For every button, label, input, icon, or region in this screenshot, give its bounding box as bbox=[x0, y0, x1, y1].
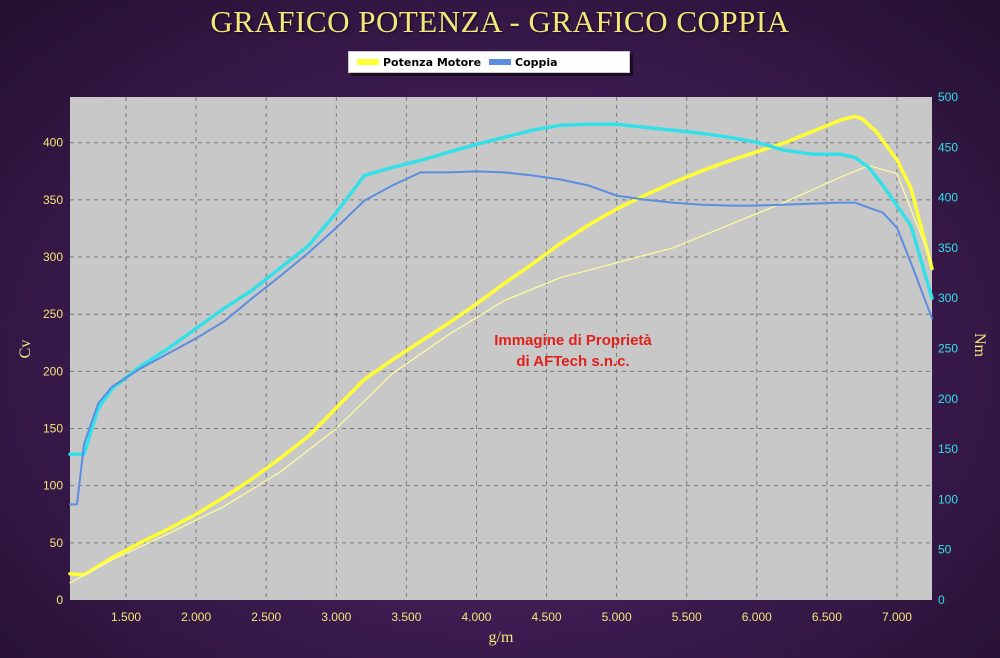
watermark-line-2: di AFTech s.n.c. bbox=[516, 353, 629, 370]
y-right-tick-label: 400 bbox=[938, 191, 958, 205]
legend-swatch-torque bbox=[489, 59, 512, 65]
y-right-tick-label: 0 bbox=[938, 593, 945, 607]
y-left-tick-label: 50 bbox=[50, 536, 64, 550]
chart-series bbox=[68, 114, 934, 584]
x-tick-label: 6.000 bbox=[742, 610, 772, 624]
x-tick-label: 2.500 bbox=[251, 610, 281, 624]
y-right-tick-label: 450 bbox=[938, 140, 958, 154]
x-tick-label: 2.000 bbox=[181, 610, 211, 624]
y-right-tick-label: 100 bbox=[938, 492, 958, 506]
y-right-tick-label: 150 bbox=[938, 442, 958, 456]
series-line-2 bbox=[68, 122, 934, 456]
chart-title: GRAFICO POTENZA - GRAFICO COPPIA bbox=[210, 4, 790, 39]
y-right-tick-label: 350 bbox=[938, 241, 958, 255]
y-left-tick-label: 200 bbox=[43, 364, 63, 378]
watermark-line-1: Immagine di Proprietà bbox=[494, 332, 652, 349]
legend-label-power: Potenza Motore bbox=[383, 55, 482, 69]
legend-swatch-power bbox=[357, 59, 379, 65]
y-axis-title-left: Cv bbox=[17, 340, 34, 359]
x-tick-label: 5.500 bbox=[672, 610, 702, 624]
series-line-0 bbox=[68, 114, 934, 577]
y-left-tick-label: 100 bbox=[43, 479, 63, 493]
y-left-tick-label: 350 bbox=[43, 193, 63, 207]
x-tick-label: 6.500 bbox=[812, 610, 842, 624]
x-tick-label: 5.000 bbox=[602, 610, 632, 624]
x-tick-label: 4.000 bbox=[461, 610, 491, 624]
y-left-tick-label: 300 bbox=[43, 250, 63, 264]
x-tick-label: 1.500 bbox=[111, 610, 141, 624]
y-left-tick-label: 250 bbox=[43, 307, 63, 321]
chart-legend: Potenza Motore Coppia bbox=[348, 51, 630, 73]
legend-label-torque: Coppia bbox=[515, 55, 558, 69]
grid-lines bbox=[70, 97, 932, 600]
y-left-tick-label: 0 bbox=[56, 593, 63, 607]
y-axis-title-right: Nm bbox=[971, 333, 988, 358]
y-right-tick-label: 200 bbox=[938, 392, 958, 406]
y-right-tick-label: 250 bbox=[938, 342, 958, 356]
y-right-tick-label: 500 bbox=[938, 90, 958, 104]
series-line-3 bbox=[69, 170, 933, 506]
axis-ticks: 0 50 100 150 200 250 300 350 400 0 50 100 150 200 250 3… bbox=[43, 90, 958, 624]
y-right-tick-label: 300 bbox=[938, 291, 958, 305]
legend-item-power: Potenza Motore bbox=[357, 56, 481, 69]
x-tick-label: 4.500 bbox=[532, 610, 562, 624]
x-tick-label: 3.000 bbox=[321, 610, 351, 624]
x-axis-title: g/m bbox=[489, 629, 514, 646]
legend-item-torque: Coppia bbox=[489, 56, 558, 69]
x-tick-label: 3.500 bbox=[391, 610, 421, 624]
y-left-tick-label: 400 bbox=[43, 136, 63, 150]
plot-area bbox=[70, 97, 932, 600]
y-right-tick-label: 50 bbox=[938, 543, 952, 557]
x-tick-label: 7.000 bbox=[882, 610, 912, 624]
series-line-1 bbox=[69, 165, 933, 584]
y-left-tick-label: 150 bbox=[43, 422, 63, 436]
